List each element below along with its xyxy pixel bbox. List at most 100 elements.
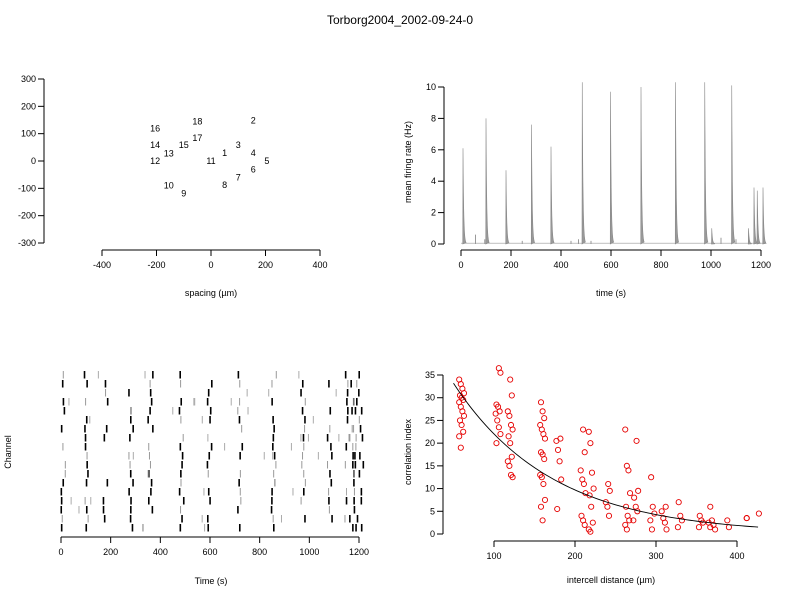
firing-rate-trace — [461, 82, 767, 245]
raster-axes: 0 200 400 600 800 1000 1200 — [58, 536, 369, 557]
firing-rate-burst — [485, 118, 490, 245]
electrode-layout-x-axis-tick-label: 0 — [208, 260, 213, 270]
correlation-point — [497, 431, 504, 438]
electrode-label: 4 — [251, 148, 256, 158]
electrode-label: 12 — [150, 156, 160, 166]
electrode-label: 3 — [236, 140, 241, 150]
correlation-point — [537, 399, 545, 406]
correlation-axes: 100 200 300 400 0 5 10 15 20 25 30 35 — [425, 370, 745, 561]
correlation-point — [581, 449, 588, 456]
firing-rate-axes: 0 200 400 600 800 1000 1200 0 2 4 6 8 10 — [426, 82, 771, 270]
correlation-point — [605, 512, 613, 519]
firing-rate-x-axis-tick-label: 1200 — [751, 260, 771, 270]
correlation-point — [541, 435, 549, 442]
firing-rate-burst — [530, 124, 536, 245]
correlation-point — [497, 369, 504, 376]
correlation-point — [554, 446, 562, 454]
firing-rate-burst — [756, 190, 761, 245]
raster-x-axis-tick-label: 1000 — [299, 547, 319, 557]
correlation-x-axis-tick-label: 200 — [567, 551, 582, 561]
correlation-y-axis-tick-label: 20 — [425, 438, 435, 448]
correlation-point — [505, 433, 512, 440]
electrode-layout-axes: -400 -200 0 200 400 -300 -200 -100 0 100 200 300 — [18, 74, 328, 270]
correlation-point — [627, 490, 634, 497]
correlation-point — [458, 421, 465, 429]
firing-rate-x-axis-tick-label: 400 — [553, 260, 568, 270]
correlation-point — [506, 462, 513, 469]
correlation-point — [725, 524, 732, 531]
correlation-point — [539, 408, 546, 415]
electrode-layout-y-axis-tick-label: -300 — [18, 238, 36, 248]
firing-rate-burst — [762, 187, 767, 245]
correlation-point — [585, 428, 592, 435]
correlation-point — [674, 524, 681, 531]
firing-rate-burst — [505, 170, 510, 245]
correlation-point — [695, 524, 703, 531]
correlation-point — [581, 521, 588, 528]
correlation-point — [678, 517, 685, 524]
electrode-label: 7 — [236, 172, 241, 182]
firing-rate-x-axis-tick-label: 200 — [503, 260, 518, 270]
correlation-point — [605, 480, 612, 488]
raster-panel: 0 200 400 600 800 1000 1200 Time (s) Channel — [3, 371, 369, 586]
correlation-x-axis-tick-label: 400 — [729, 551, 744, 561]
correlation-point — [588, 503, 595, 510]
raster-x-axis-tick-label: 400 — [153, 547, 168, 557]
correlation-point — [554, 505, 561, 513]
electrode-label: 1 — [222, 148, 227, 158]
electrode-layout-x-axis-tick-label: 400 — [312, 260, 327, 270]
correlation-y-axis-tick-label: 30 — [425, 393, 435, 403]
correlation-point — [539, 517, 546, 524]
correlation-y-axis-tick-label: 5 — [430, 506, 435, 516]
correlation-point — [509, 474, 516, 481]
correlation-point — [460, 412, 468, 419]
correlation-point — [633, 437, 640, 444]
electrode-layout-y-axis-tick-label: 300 — [21, 74, 36, 84]
correlation-point — [662, 503, 669, 510]
electrode-label: 10 — [164, 181, 174, 191]
correlation-point — [635, 487, 642, 494]
firing-rate-y-axis-tick-label: 4 — [431, 176, 436, 186]
correlation-point — [495, 424, 502, 431]
correlation-point — [541, 455, 548, 463]
correlation-point — [541, 496, 549, 503]
correlation-point — [580, 480, 587, 488]
firing-rate-burst — [711, 228, 715, 245]
correlation-point — [625, 467, 632, 474]
correlation-point — [647, 517, 654, 524]
correlation-point — [456, 433, 463, 440]
electrode-label: 13 — [164, 148, 174, 158]
correlation-point — [493, 440, 500, 447]
correlation-point — [558, 476, 565, 483]
correlation-point — [492, 410, 499, 417]
correlation-point — [622, 426, 629, 433]
correlation-point — [648, 526, 656, 533]
firing-rate-burst — [581, 82, 586, 245]
correlation-point — [460, 428, 467, 435]
firing-rate-xlabel: time (s) — [596, 288, 626, 298]
correlation-point — [457, 444, 464, 451]
electrode-label: 9 — [181, 188, 186, 198]
correlation-point — [626, 517, 633, 524]
electrode-layout-xlabel: spacing (µm) — [185, 288, 237, 298]
raster-ticks — [60, 371, 365, 532]
correlation-point — [755, 510, 762, 517]
correlation-point — [589, 519, 596, 526]
firing-rate-burst — [731, 85, 736, 245]
electrode-label: 6 — [251, 165, 256, 175]
electrode-layout-y-axis-tick-label: 100 — [21, 129, 36, 139]
correlation-point — [631, 494, 638, 501]
correlation-point — [587, 528, 594, 535]
figure-title: Torborg2004_2002-09-24-0 — [327, 13, 473, 27]
electrode-layout-y-axis-tick-label: 0 — [31, 156, 36, 166]
electrode-label: 17 — [192, 133, 202, 143]
raster-x-axis-tick-label: 200 — [103, 547, 118, 557]
firing-rate-ylabel: mean firing rate (Hz) — [403, 121, 413, 203]
correlation-point — [577, 467, 584, 474]
electrode-label: 18 — [192, 116, 202, 126]
correlation-point — [507, 440, 514, 447]
correlation-x-axis-tick-label: 300 — [648, 551, 663, 561]
electrode-label: 16 — [150, 124, 160, 134]
